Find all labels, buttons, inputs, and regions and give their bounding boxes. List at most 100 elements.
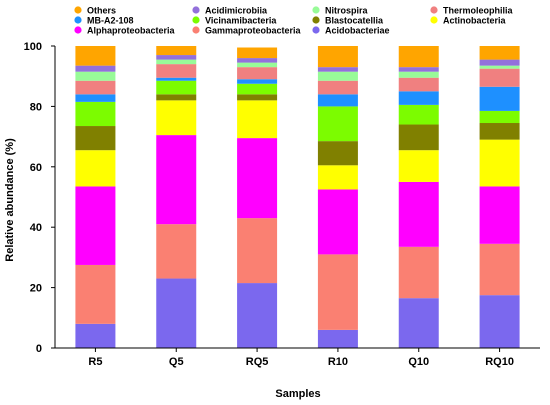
legend-swatch (192, 16, 200, 24)
bar-segment-mb-a2-108 (317, 94, 358, 107)
x-tick-label: RQ5 (246, 356, 269, 368)
legend-label: Acidobacteriae (325, 26, 390, 36)
bar-stacks (75, 46, 520, 348)
bar-segment-acidimicrobiia (237, 58, 278, 63)
bar-segment-acidobacteriae (317, 329, 358, 348)
bar-segment-acidobacteriae (398, 298, 439, 348)
legend-item-acidobacteriae: Acidobacteriae (312, 26, 390, 36)
bar-segment-gammaproteobacteria (237, 218, 278, 284)
legend-swatch (312, 26, 320, 34)
y-tick-label: 20 (30, 283, 42, 295)
bar-segment-vicinamibacteria (237, 83, 278, 95)
bar-segment-thermoleophilia (317, 80, 358, 95)
y-tick-label: 60 (30, 162, 42, 174)
bar-segment-vicinamibacteria (479, 110, 520, 124)
bar-segment-thermoleophilia (398, 77, 439, 92)
bar-segment-acidobacteriae (75, 323, 116, 348)
bar-segment-actinobacteria (156, 100, 197, 136)
bar-segment-thermoleophilia (479, 68, 520, 87)
bar-segment-acidimicrobiia (156, 55, 197, 60)
legend-label: MB-A2-108 (87, 16, 134, 26)
legend-item-thermoleophilia: Thermoleophilia (430, 6, 514, 16)
y-axis-title: Relative abundance (%) (4, 138, 16, 262)
bar-segment-blastocatellia (398, 124, 439, 151)
legend-item-acidimicrobiia: Acidimicrobiia (192, 6, 268, 16)
bar-segment-gammaproteobacteria (75, 264, 116, 324)
bar-segment-nitrospira (156, 59, 197, 65)
bar-segment-mb-a2-108 (479, 86, 520, 111)
bar-segment-vicinamibacteria (317, 106, 358, 142)
bar-segment-blastocatellia (237, 94, 278, 101)
legend-swatch (74, 16, 82, 24)
bar-segment-alphaproteobacteria (237, 138, 278, 219)
legend-item-vicinamibacteria: Vicinamibacteria (192, 16, 277, 26)
legend-label: Blastocatellia (325, 16, 384, 26)
legend-swatch (74, 26, 82, 34)
legend-item-actinobacteria: Actinobacteria (430, 16, 507, 26)
bar-segment-thermoleophilia (75, 80, 116, 95)
bar-segment-blastocatellia (156, 94, 197, 101)
bar-segment-actinobacteria (237, 100, 278, 139)
bar-segment-gammaproteobacteria (317, 254, 358, 330)
bar-segment-actinobacteria (75, 150, 116, 187)
legend-label: Others (87, 6, 116, 16)
bar-segment-alphaproteobacteria (398, 181, 439, 247)
bar-segment-alphaproteobacteria (75, 186, 116, 265)
bar-stack-rq5 (237, 47, 278, 348)
bar-stack-q5 (156, 46, 197, 348)
y-tick-label: 80 (30, 101, 42, 113)
bar-segment-acidobacteriae (479, 295, 520, 348)
bar-segment-nitrospira (237, 62, 278, 68)
bar-segment-nitrospira (479, 65, 520, 69)
bar-segment-blastocatellia (479, 123, 520, 140)
bar-segment-alphaproteobacteria (479, 186, 520, 244)
bar-segment-mb-a2-108 (156, 77, 197, 81)
y-tick-label: 100 (24, 41, 42, 53)
bar-stack-r5 (75, 46, 116, 348)
legend-swatch (430, 16, 438, 24)
bar-stack-q10 (398, 46, 439, 348)
x-tick-label: Q10 (408, 356, 429, 368)
legend-item-others: Others (74, 6, 116, 16)
bar-segment-mb-a2-108 (398, 91, 439, 105)
y-tick-label: 40 (30, 222, 42, 234)
bar-segment-gammaproteobacteria (156, 224, 197, 279)
x-tick-label: Q5 (169, 356, 184, 368)
legend-label: Acidimicrobiia (205, 6, 268, 16)
bar-segment-acidobacteriae (237, 283, 278, 348)
bar-segment-acidobacteriae (156, 278, 197, 348)
chart-axes: 0 20 40 60 80 100 R5 Q5 RQ5 R10 Q10 RQ10 (24, 41, 540, 368)
legend-label: Alphaproteobacteria (87, 26, 176, 36)
bar-segment-vicinamibacteria (156, 80, 197, 95)
legend-item-gammaproteobacteria: Gammaproteobacteria (192, 26, 302, 36)
legend-swatch (312, 6, 320, 14)
bar-segment-nitrospira (317, 71, 358, 81)
bar-segment-alphaproteobacteria (317, 189, 358, 255)
bar-segment-acidimicrobiia (75, 65, 116, 72)
legend-label: Gammaproteobacteria (205, 26, 302, 36)
bar-segment-others (156, 46, 197, 56)
x-tick-label: RQ10 (485, 356, 514, 368)
legend-swatch (192, 6, 200, 14)
legend-label: Actinobacteria (443, 16, 507, 26)
bar-segment-others (237, 47, 278, 59)
legend-swatch (312, 16, 320, 24)
y-tick-label: 0 (36, 343, 42, 355)
bar-segment-vicinamibacteria (75, 101, 116, 127)
bar-segment-alphaproteobacteria (156, 135, 197, 225)
legend-item-alphaproteobacteria: Alphaproteobacteria (74, 26, 176, 36)
bar-segment-actinobacteria (317, 165, 358, 190)
legend-label: Nitrospira (325, 6, 369, 16)
bar-segment-acidimicrobiia (398, 67, 439, 72)
bar-segment-thermoleophilia (237, 67, 278, 80)
x-tick-label: R10 (328, 356, 348, 368)
bar-segment-nitrospira (75, 71, 116, 81)
bar-segment-others (479, 46, 520, 60)
bar-stack-rq10 (479, 46, 520, 348)
bar-stack-r10 (317, 46, 358, 348)
bar-segment-others (317, 46, 358, 68)
legend-item-mb-a2-108: MB-A2-108 (74, 16, 134, 26)
bar-segment-others (75, 46, 116, 66)
bar-segment-acidimicrobiia (317, 67, 358, 72)
legend-item-nitrospira: Nitrospira (312, 6, 369, 16)
